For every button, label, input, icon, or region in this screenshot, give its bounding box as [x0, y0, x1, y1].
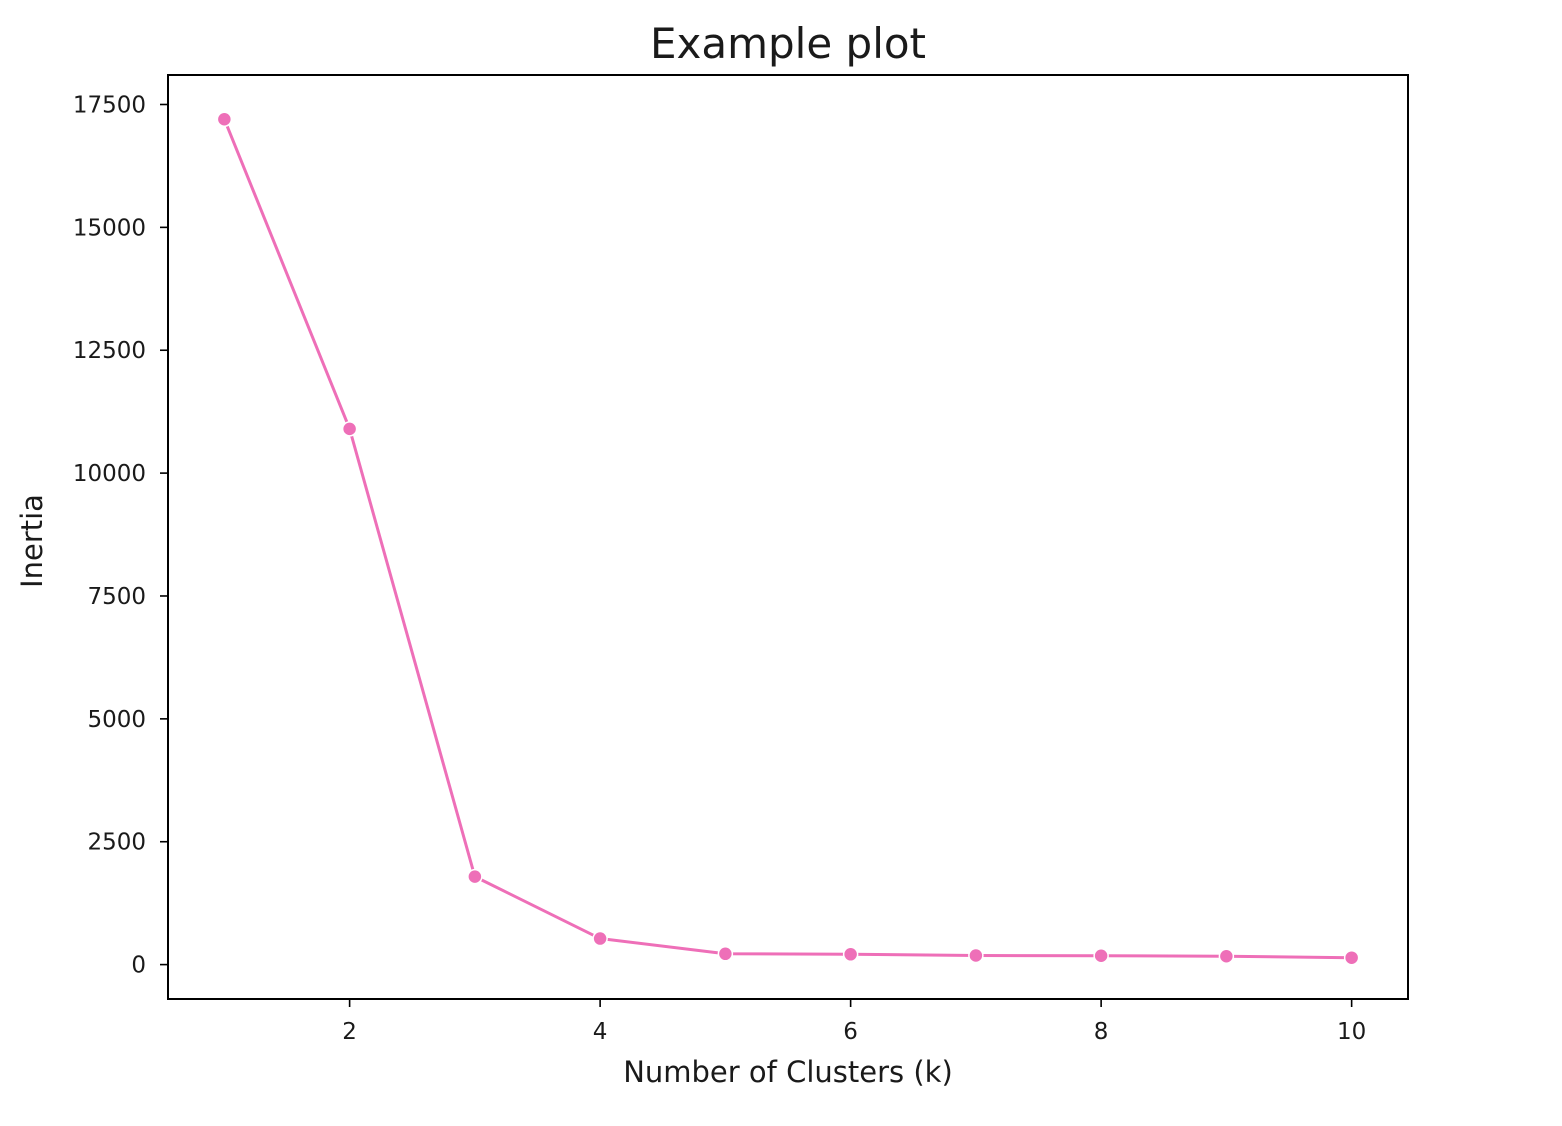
data-point — [1343, 949, 1360, 966]
data-point — [1093, 947, 1109, 964]
plot-area: 2 4 6 8 10 0 2500 5000 7500 10000 12500 15000 17500 — [73, 74, 1409, 1045]
series-line — [222, 117, 1354, 960]
data-point — [467, 868, 483, 885]
x-tick-label: 8 — [1094, 1019, 1109, 1045]
data-point — [216, 111, 233, 127]
y-tick-label: 0 — [131, 953, 146, 979]
y-tick-label: 15000 — [73, 215, 146, 241]
x-axis-label: Number of Clusters (k) — [623, 1055, 953, 1089]
data-point — [341, 421, 358, 437]
x-tick-label: 10 — [1337, 1019, 1366, 1045]
plot-frame — [167, 74, 1409, 1000]
y-tick-label: 12500 — [73, 338, 146, 364]
data-point — [968, 947, 984, 964]
data-point — [842, 946, 859, 963]
y-axis-label: Inertia — [15, 494, 49, 588]
y-tick-label: 10000 — [73, 461, 146, 487]
y-tick-label: 2500 — [87, 830, 146, 856]
x-tick-label: 4 — [593, 1019, 608, 1045]
y-tick-label: 5000 — [87, 707, 146, 733]
data-point — [1218, 948, 1235, 964]
data-point — [717, 946, 734, 962]
chart-title: Example plot — [650, 19, 926, 68]
y-tick-label: 17500 — [73, 92, 146, 118]
x-tick-label: 6 — [843, 1019, 858, 1045]
y-tick-label: 7500 — [87, 584, 146, 610]
x-tick-label: 2 — [342, 1019, 357, 1045]
data-point — [592, 930, 608, 947]
